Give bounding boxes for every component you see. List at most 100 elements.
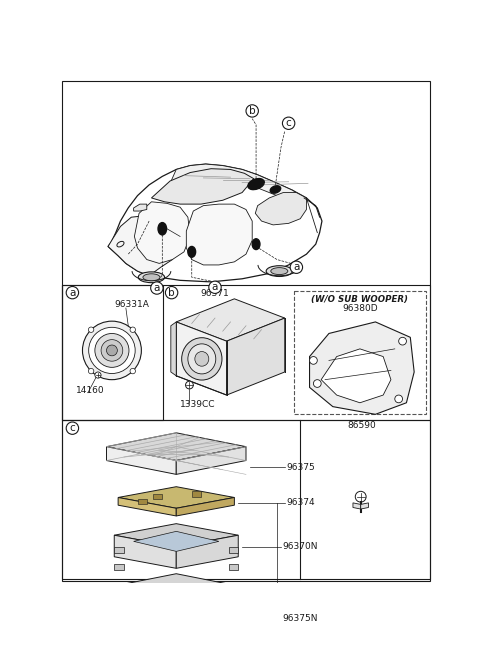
Polygon shape [152,169,254,204]
Polygon shape [165,164,300,200]
Ellipse shape [143,274,160,281]
Bar [153,494,162,499]
Text: (W/O SUB WOOPER): (W/O SUB WOOPER) [312,295,408,304]
Ellipse shape [252,239,260,250]
Text: 96375: 96375 [286,463,315,472]
Text: 14160: 14160 [75,386,104,395]
Polygon shape [227,318,285,395]
Text: b: b [168,288,175,297]
Bar [229,564,238,570]
Circle shape [88,327,94,333]
Bar [62,285,430,420]
Circle shape [101,340,123,361]
Circle shape [151,282,163,294]
Ellipse shape [137,617,146,624]
Ellipse shape [158,223,167,235]
Ellipse shape [195,352,209,366]
Ellipse shape [248,179,264,189]
Circle shape [186,381,193,389]
Bar [62,420,430,579]
Polygon shape [360,503,369,509]
Bar [103,621,110,630]
Polygon shape [171,322,176,376]
Circle shape [107,345,117,356]
Polygon shape [107,588,176,636]
Polygon shape [321,349,391,403]
Circle shape [399,337,407,345]
Circle shape [66,422,79,434]
Polygon shape [255,193,306,225]
Circle shape [130,368,135,374]
Ellipse shape [188,246,196,257]
Ellipse shape [188,344,216,374]
Bar [230,621,238,630]
Text: 96331A: 96331A [115,299,149,309]
Text: 86590: 86590 [348,421,377,430]
Ellipse shape [266,266,292,276]
Bar [114,621,122,630]
Text: b: b [249,106,255,116]
Circle shape [313,380,321,387]
Ellipse shape [131,612,152,628]
Polygon shape [107,447,176,474]
Circle shape [246,105,258,117]
Circle shape [395,395,403,403]
Text: a: a [154,283,160,293]
Polygon shape [186,204,252,265]
Polygon shape [108,164,322,282]
Polygon shape [107,574,246,601]
Bar [294,291,426,413]
Polygon shape [176,299,285,341]
Polygon shape [353,503,360,509]
Polygon shape [133,204,147,211]
Circle shape [166,286,178,299]
Ellipse shape [270,186,281,193]
Ellipse shape [125,608,157,632]
Bar [62,285,163,420]
Ellipse shape [138,272,165,283]
Polygon shape [118,498,176,516]
Circle shape [88,368,94,374]
Text: a: a [293,262,300,272]
Circle shape [95,333,129,367]
Circle shape [89,328,135,373]
Polygon shape [114,535,176,569]
Polygon shape [176,322,227,395]
Text: c: c [70,423,75,433]
Bar [192,491,201,496]
Circle shape [130,327,135,333]
Polygon shape [176,447,246,474]
Ellipse shape [181,338,222,380]
Circle shape [95,372,101,378]
Bar [114,564,123,570]
Text: c: c [286,119,291,128]
Circle shape [209,281,221,293]
Polygon shape [107,433,246,460]
Text: 96375N: 96375N [282,614,318,623]
Polygon shape [134,202,190,263]
Polygon shape [176,498,234,516]
Polygon shape [176,535,238,569]
Ellipse shape [271,268,288,274]
Circle shape [66,286,79,299]
Bar [114,547,123,553]
Circle shape [83,321,142,380]
Bar [137,499,147,504]
Bar [242,621,250,630]
Text: 96371: 96371 [201,289,229,298]
Polygon shape [176,588,246,636]
Bar [229,547,238,553]
Polygon shape [118,487,234,508]
Text: 96380D: 96380D [342,304,378,313]
Polygon shape [108,215,176,276]
Polygon shape [114,523,238,547]
Text: 1339CC: 1339CC [180,400,216,409]
Text: 96374: 96374 [286,498,315,507]
Text: a: a [212,282,218,292]
Circle shape [290,261,302,273]
Circle shape [310,356,317,364]
Text: a: a [69,288,75,297]
Circle shape [282,117,295,130]
Polygon shape [133,531,219,552]
Polygon shape [310,322,414,415]
